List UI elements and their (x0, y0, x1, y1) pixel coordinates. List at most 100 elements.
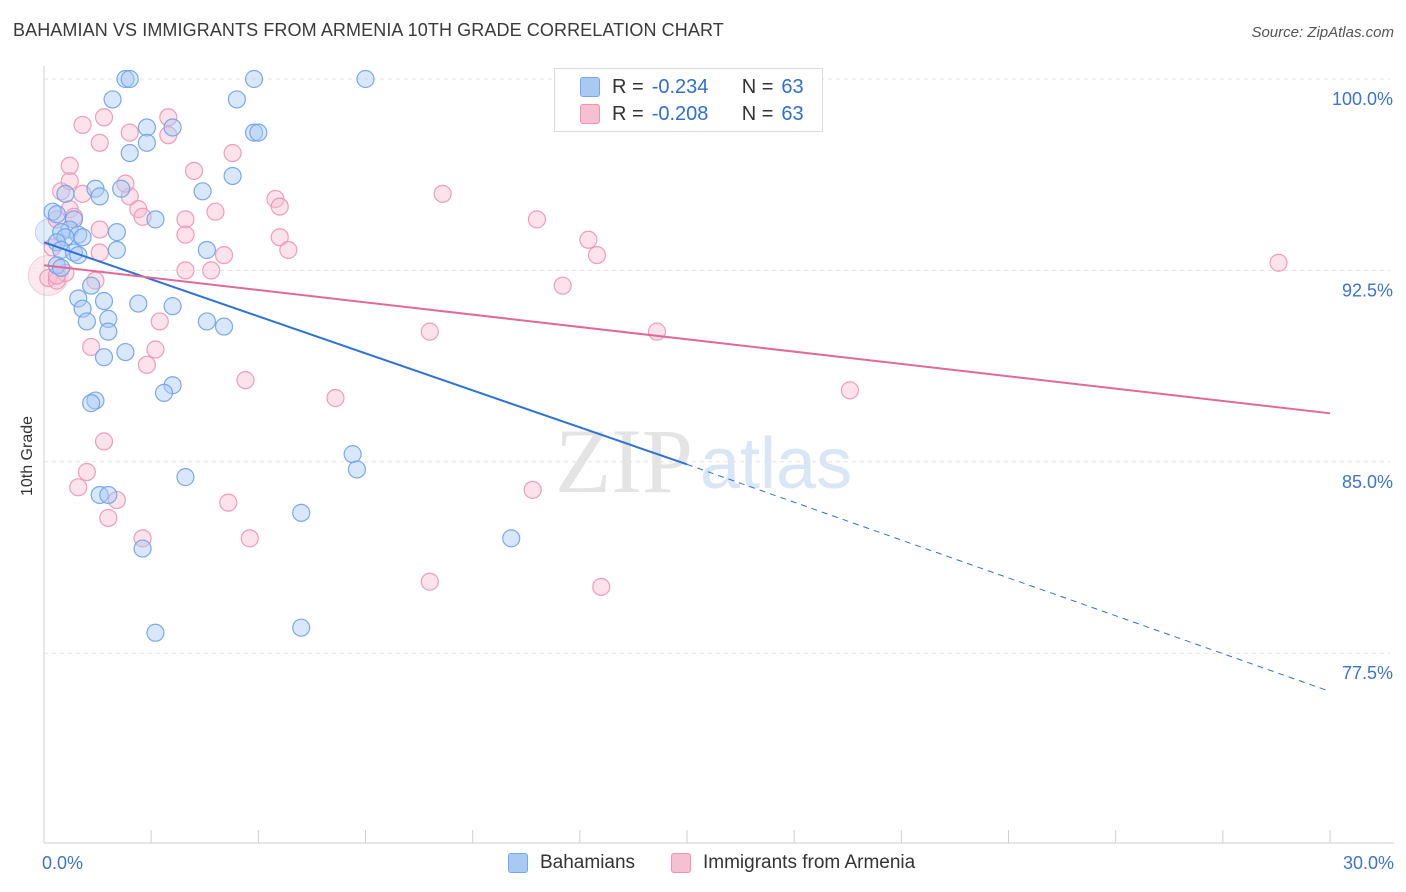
data-point-armenia (94, 432, 114, 451)
legend-swatch-bahamians (580, 77, 600, 97)
data-point-bahamians (120, 69, 139, 89)
data-point-bahamians (120, 143, 139, 163)
data-point-armenia (527, 210, 547, 229)
data-point-armenia (90, 133, 109, 152)
data-point-armenia (159, 108, 178, 127)
legend-label-bahamians: Bahamians (540, 852, 636, 873)
data-point-bahamians (146, 623, 165, 642)
data-point-armenia (120, 123, 139, 142)
data-point-armenia (176, 225, 195, 244)
y-axis-label: 10th Grade (19, 415, 36, 497)
legend-item-armenia[interactable]: Immigrants from Armenia (671, 852, 915, 874)
y-tick-label: 100.0% (1332, 89, 1393, 109)
data-point-armenia (420, 572, 439, 591)
grid-lines (44, 78, 1390, 654)
data-point-armenia (184, 161, 204, 180)
data-point-armenia (647, 322, 667, 341)
data-point-armenia (206, 202, 225, 221)
data-point-armenia (553, 276, 572, 295)
data-point-bahamians (94, 291, 114, 311)
data-point-armenia (219, 493, 238, 512)
legend-row-armenia: R = -0.208 N = 63 (555, 100, 804, 128)
legend-n-value: 63 (781, 102, 804, 125)
data-point-bahamians (502, 529, 521, 548)
data-point-bahamians (129, 294, 148, 313)
y-tick-label: 85.0% (1342, 472, 1393, 492)
trend-line-bahamians-projection (686, 463, 1331, 692)
data-point-armenia (236, 371, 255, 390)
trend-line-bahamians (43, 241, 688, 466)
data-point-bahamians (103, 90, 122, 109)
data-point-armenia (90, 220, 109, 239)
data-point-bahamians (107, 223, 126, 242)
data-point-armenia (176, 210, 195, 229)
data-point-bahamians (214, 317, 234, 336)
legend-item-bahamians[interactable]: Bahamians (508, 852, 635, 874)
source-label: Source: ZipAtlas.com (1251, 24, 1394, 41)
watermark: ZIP atlas (555, 410, 852, 512)
data-point-armenia (270, 228, 289, 247)
trend-lines (43, 241, 1331, 692)
data-point-bahamians (347, 460, 367, 479)
data-point-bahamians (244, 123, 264, 142)
legend-row-bahamians: R = -0.234 N = 63 (555, 73, 804, 101)
data-point-armenia (326, 388, 345, 408)
data-point-armenia (420, 322, 439, 341)
data-point-bahamians (197, 312, 216, 331)
data-point-armenia (587, 245, 607, 265)
data-point-bahamians (227, 90, 246, 109)
data-point-armenia (146, 340, 165, 359)
data-point-bahamians (73, 228, 92, 247)
x-tick-label: 30.0% (1343, 853, 1394, 873)
chart-title: BAHAMIAN VS IMMIGRANTS FROM ARMENIA 10TH… (13, 20, 724, 40)
legend-swatch-bahamians (508, 853, 528, 873)
data-point-bahamians (47, 205, 66, 224)
data-point-armenia (214, 245, 234, 265)
data-point-bahamians (197, 240, 216, 260)
data-point-bahamians (343, 445, 362, 464)
data-point-bahamians (163, 118, 182, 137)
legend-n-label: N = (741, 75, 774, 98)
data-point-bahamians (112, 179, 131, 198)
data-point-bahamians (99, 322, 118, 341)
watermark-atlas: atlas (700, 424, 852, 504)
data-point-bahamians (99, 485, 118, 505)
trend-line-armenia (43, 264, 1331, 415)
data-point-bahamians (99, 309, 118, 328)
legend-n-label: N = (741, 102, 774, 125)
data-point-armenia (279, 240, 298, 260)
data-point-bahamians (77, 312, 96, 331)
tick-labels: 77.5% 85.0% 92.5% 100.0% 0.0% 30.0% (42, 89, 1394, 873)
legend-r-label: R = (612, 75, 644, 98)
data-point-bahamians (223, 166, 242, 186)
legend-r-value: -0.208 (651, 102, 709, 125)
data-point-bahamians (163, 297, 182, 316)
data-point-armenia (592, 577, 611, 596)
data-point-armenia (60, 156, 79, 175)
data-point-armenia (1269, 253, 1288, 272)
data-point-bahamians (94, 348, 114, 367)
data-point-bahamians (154, 383, 174, 402)
y-tick-label: 77.5% (1342, 663, 1393, 683)
data-point-bahamians (356, 69, 375, 89)
data-points (27, 69, 1288, 642)
legend-swatch-armenia (671, 853, 691, 873)
data-point-bahamians (292, 618, 311, 637)
data-point-armenia (69, 478, 88, 497)
data-point-armenia (840, 381, 859, 400)
legend-swatch-armenia (580, 104, 600, 124)
data-point-armenia (433, 184, 452, 203)
data-point-bahamians (116, 69, 135, 89)
data-point-bahamians (107, 240, 126, 260)
data-point-bahamians (137, 133, 156, 152)
data-point-armenia (223, 143, 242, 163)
data-point-armenia (176, 261, 195, 280)
data-point-bahamians (292, 503, 311, 522)
axes (43, 66, 1394, 844)
data-point-armenia (82, 337, 101, 357)
legend-label-armenia: Immigrants from Armenia (703, 852, 916, 873)
data-point-armenia (523, 480, 542, 499)
data-point-bahamians (69, 289, 88, 308)
data-point-armenia (270, 197, 289, 216)
correlation-legend: R = -0.234 N = 63 R = -0.208 N = 63 (554, 68, 823, 132)
